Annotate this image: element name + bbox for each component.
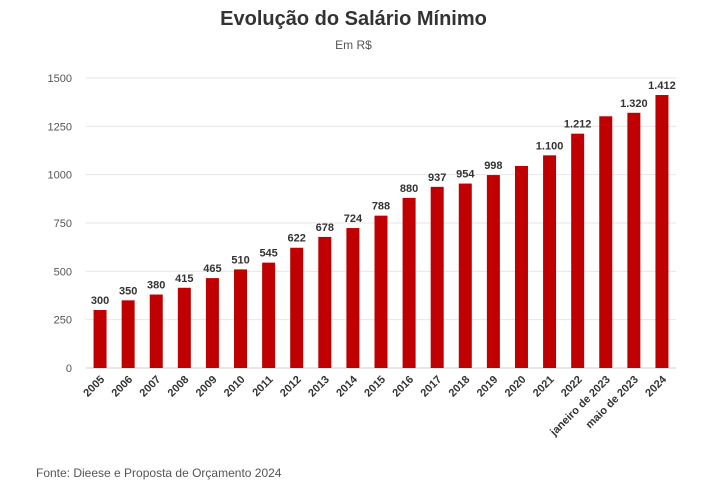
source-note: Fonte: Dieese e Proposta de Orçamento 20… xyxy=(36,466,282,480)
x-tick-label: 2022 xyxy=(559,374,585,400)
data-label: 415 xyxy=(175,273,193,285)
x-tick-label: 2015 xyxy=(362,374,388,400)
x-tick-label: 2010 xyxy=(222,374,248,400)
bar-18 xyxy=(599,116,613,368)
data-label: 1.320 xyxy=(620,98,648,110)
y-tick-label: 0 xyxy=(66,363,72,375)
x-tick-label: 2012 xyxy=(278,374,304,400)
bar-6 xyxy=(262,262,276,368)
data-label: 300 xyxy=(91,295,109,307)
bar-9 xyxy=(346,228,360,368)
y-tick-label: 1500 xyxy=(48,73,72,85)
bar-0 xyxy=(93,310,107,368)
y-tick-label: 1000 xyxy=(48,170,72,182)
x-tick-label: 2011 xyxy=(250,374,275,399)
x-tick-label: 2021 xyxy=(531,374,557,400)
data-label: 880 xyxy=(400,183,418,195)
data-label: 678 xyxy=(316,222,334,234)
bar-14 xyxy=(486,175,500,368)
x-tick-label: 2009 xyxy=(194,374,220,400)
x-tick-label: 2018 xyxy=(447,374,473,400)
data-label: 465 xyxy=(203,263,221,275)
chart-title: Evolução do Salário Mínimo xyxy=(220,8,487,30)
x-tick-label: 2017 xyxy=(419,374,445,400)
bar-3 xyxy=(177,287,191,368)
bar-11 xyxy=(402,197,416,368)
bar-13 xyxy=(458,183,472,368)
x-tick-label: 2005 xyxy=(81,374,107,400)
data-label: 724 xyxy=(344,213,363,225)
x-tick-label: 2013 xyxy=(306,374,332,400)
chart-subtitle: Em R$ xyxy=(335,38,372,52)
bar-8 xyxy=(318,236,332,368)
x-tick-label: 2006 xyxy=(109,374,135,400)
data-label: 380 xyxy=(147,280,165,292)
y-tick-label: 250 xyxy=(54,315,72,327)
bar-5 xyxy=(234,269,248,368)
bar-17 xyxy=(571,133,585,368)
x-tick-label: 2014 xyxy=(334,373,360,399)
bar-16 xyxy=(543,155,557,368)
x-tick-label: 2024 xyxy=(643,373,669,399)
data-label: 1.212 xyxy=(564,119,592,131)
data-label: 545 xyxy=(259,248,277,260)
bar-4 xyxy=(205,278,219,368)
data-label: 510 xyxy=(231,254,249,266)
data-label: 622 xyxy=(288,233,306,245)
bars-layer xyxy=(93,95,669,368)
bar-12 xyxy=(430,186,444,368)
bar-10 xyxy=(374,215,388,368)
data-label: 937 xyxy=(428,172,446,184)
bar-1 xyxy=(121,300,135,368)
y-tick-label: 1250 xyxy=(48,121,72,133)
x-tick-label: 2008 xyxy=(166,374,192,400)
y-tick-label: 750 xyxy=(54,218,72,230)
data-label: 1.412 xyxy=(648,80,676,92)
y-tick-label: 500 xyxy=(54,266,72,278)
data-label: 954 xyxy=(456,169,475,181)
x-tick-label: 2016 xyxy=(390,374,416,400)
bar-20 xyxy=(655,95,669,368)
bar-15 xyxy=(514,165,528,368)
data-label: 350 xyxy=(119,285,137,297)
x-tick-label: 2007 xyxy=(138,374,164,400)
x-tick-label: 2020 xyxy=(503,374,529,400)
bar-19 xyxy=(627,112,641,368)
data-label: 788 xyxy=(372,201,390,213)
x-tick-label: 2019 xyxy=(475,374,501,400)
data-label: 1.100 xyxy=(536,140,564,152)
bar-2 xyxy=(149,294,163,368)
data-label: 998 xyxy=(484,160,502,172)
bar-7 xyxy=(290,247,304,368)
